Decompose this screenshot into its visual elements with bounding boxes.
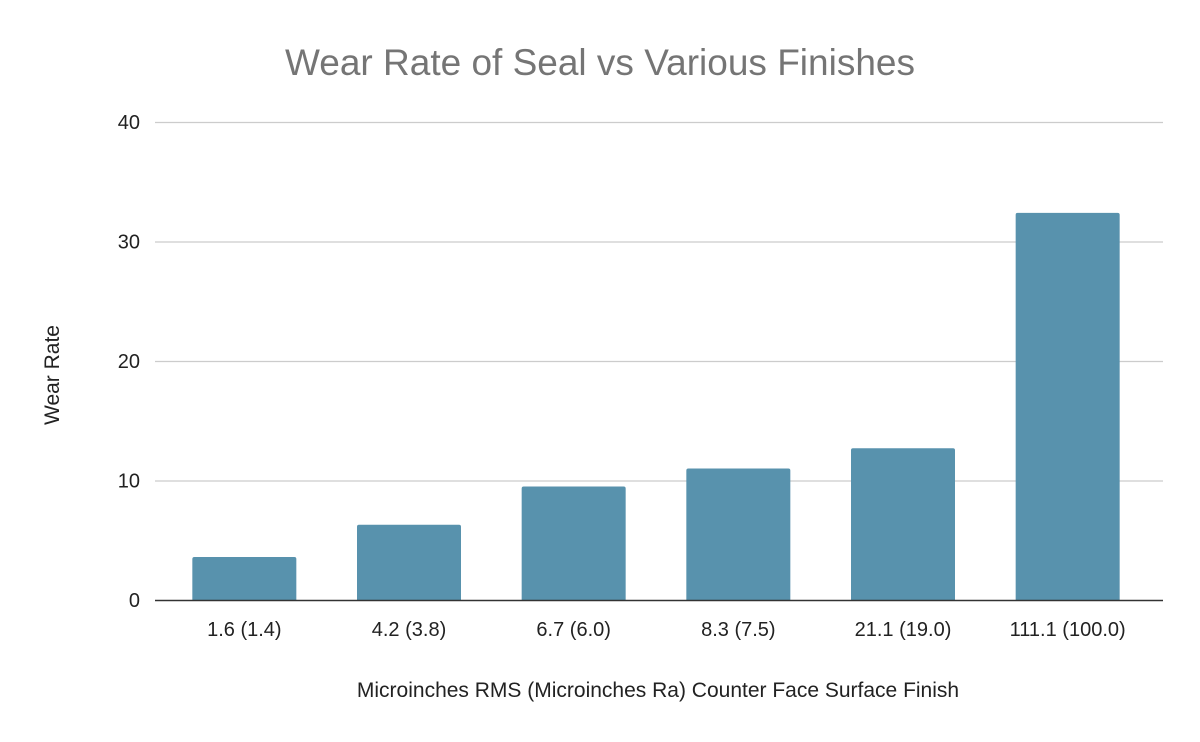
bar-1: [357, 524, 461, 600]
y-tick-label: 30: [118, 232, 140, 254]
x-tick-label: 8.3 (7.5): [701, 619, 775, 641]
chart-title: Wear Rate of Seal vs Various Finishes: [285, 42, 915, 83]
gridlines: [155, 121, 1163, 482]
y-tick-label: 10: [118, 471, 140, 493]
bar-2: [521, 486, 626, 600]
y-tick-label: 0: [129, 590, 140, 612]
y-axis-title: Wear Rate: [41, 325, 64, 425]
x-tick-label: 21.1 (19.0): [855, 619, 952, 641]
bars: [192, 212, 1120, 600]
x-tick-label: 6.7 (6.0): [536, 619, 610, 641]
bar-4: [851, 448, 955, 600]
bar-0: [192, 556, 297, 600]
x-tick-label: 4.2 (3.8): [372, 619, 446, 641]
y-tick-label: 40: [118, 112, 140, 134]
x-axis-ticks: 1.6 (1.4) 4.2 (3.8) 6.7 (6.0) 8.3 (7.5) 21.1…: [207, 619, 1126, 641]
bar-3: [686, 468, 791, 600]
y-axis-ticks: 0 10 20 30 40: [118, 112, 140, 612]
bar-5: [1015, 212, 1120, 600]
x-tick-label: 111.1 (100.0): [1010, 619, 1126, 641]
x-tick-label: 1.6 (1.4): [207, 619, 281, 641]
y-tick-label: 20: [118, 351, 140, 373]
x-axis-title: Microinches RMS (Microinches Ra) Counter…: [357, 679, 959, 702]
